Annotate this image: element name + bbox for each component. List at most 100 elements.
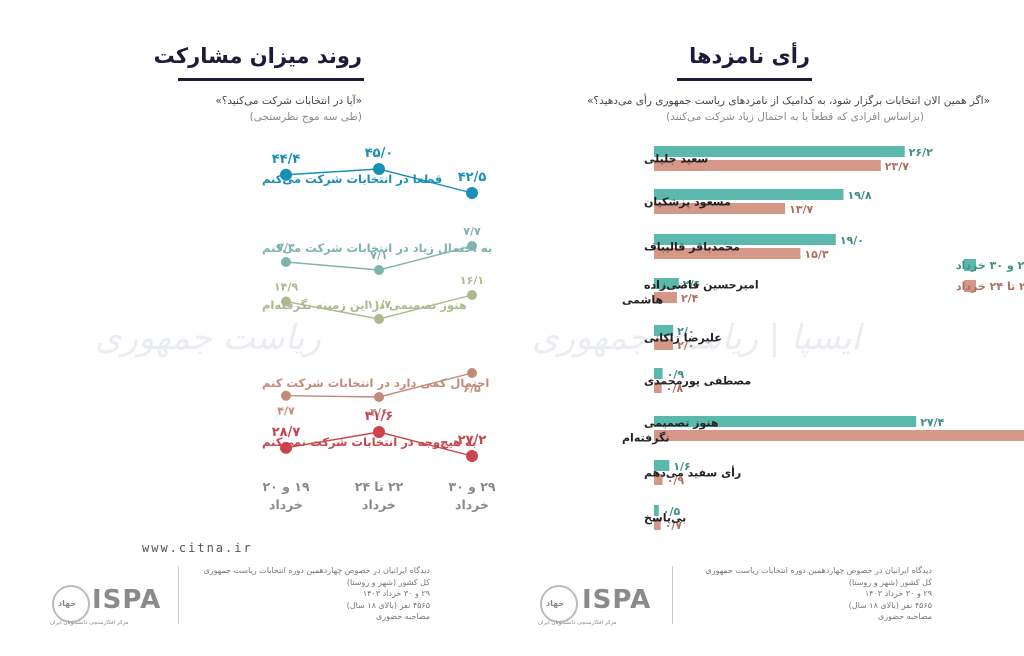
legend-swatch [964,280,976,292]
footer-line: ۲۹ و ۳۰ خرداد ۱۴۰۳ [362,589,430,598]
category-label: علیرضا زاکانی [644,332,722,345]
footer-divider [178,566,179,624]
footer-line: ۴۵۶۵ نفر (بالای ۱۸ سال) [848,600,932,610]
bar [654,368,663,379]
bar-value-label: ۲/۴ [681,292,699,305]
footer-line: دیدگاه ایرانیان در خصوص چهاردهمین دوره ا… [203,566,430,575]
bar [654,339,674,350]
bar [654,278,679,289]
data-label: ۱۶/۱ [460,274,484,287]
series-label: به هیچ‌وجه در انتخابات شرکت نمی‌کنم [262,435,476,450]
vote-title: رأی نامزدها [689,44,810,68]
category-label: هنوز تصمیمی نگرفته‌ام [622,417,719,445]
footer-line: ۴۵۶۵ نفر (بالای ۱۸ سال) [346,600,430,610]
participation-panel: ریاست جمهوری روند میزان مشارکت «آیا در ا… [50,44,496,626]
data-label: ۲۸/۷ [272,425,301,440]
bar [654,460,670,471]
bar [654,292,677,303]
bar [654,416,917,427]
right-watermark: ایسپا | ریاست جمهوری [532,318,861,358]
bar-value-label: ۰/۷ [665,519,683,532]
bar [654,248,801,259]
data-point [373,426,385,438]
bar-value-label: ۲/۰ [677,339,694,352]
series-label: قطعا در انتخابات شرکت می‌کنم [262,172,442,186]
bar-value-label: ۲/۶ [683,278,700,291]
data-label: ۷/۷ [463,225,481,238]
data-point [373,163,385,175]
data-point [280,441,292,454]
data-point [281,390,291,401]
jahad-seal-icon [52,585,90,623]
data-point [374,314,384,324]
x-tick-label: ۲۲ تا ۲۴ خرداد [355,479,404,512]
data-point [281,296,291,307]
bar [654,189,844,200]
data-label: ۲۷/۲ [458,433,487,448]
category-label: مسعود پزشکیان [644,196,731,209]
title-underline [677,78,812,81]
left-watermark: ریاست جمهوری [95,318,321,358]
title-underline [178,78,364,81]
data-label: ۷/۳ [277,241,295,254]
bar-value-label: ۲۷/۴ [920,416,944,429]
data-point [374,392,384,402]
footer-line: کل کشور (شهر و روستا) [848,577,932,587]
x-tick-label: ۱۹ و ۲۰ خرداد [262,479,309,512]
seal-text: جهاد [546,599,565,608]
bar-value-label: ۰/۹ [667,368,685,381]
footer-line: ۲۹ و ۳۰ خرداد ۱۴۰۳ [864,589,932,598]
ispa-logo: ISPA [92,585,162,615]
participation-question: «آیا در انتخابات شرکت می‌کنید؟» [215,95,362,107]
ispa-logo: ISPA [582,585,652,615]
participation-note: (طی سه موج نظرسنجی) [249,111,362,123]
series-label: هنوز تصمیمی در این زمینه نگرفته‌ام [262,298,467,313]
bar [654,519,661,530]
left-footer: دیدگاه ایرانیان در خصوص چهاردهمین دوره ا… [170,565,430,623]
participation-line-chart: ۴۴/۴ ۴۵/۰ ۴۲/۵ قطعا در انتخابات شرکت می‌کنم… [262,146,496,512]
data-label: ۷/۱ [370,249,387,262]
data-point [374,265,384,275]
bar-value-label: ۱۹/۸ [847,189,871,202]
bar-value-label: ۲۳/۷ [885,160,909,173]
legend-swatch [964,259,976,271]
vote-note: (براساس افرادی که قطعاً یا به احتمال زیا… [666,111,924,123]
footer-line: مصاحبه حضوری [376,612,430,621]
data-point [466,187,478,199]
bar [654,505,659,516]
category-label: امیرحسین قاضی‌زاده هاشمی [622,279,759,307]
jahad-seal-icon [540,585,578,623]
data-label: ۴۴/۴ [272,152,301,167]
legend-label: ۲۲ تا ۲۴ خرداد [956,280,1024,293]
footer-divider [672,566,673,624]
bar [654,325,674,336]
vote-question: «اگر همین الان انتخابات برگزار شود، به ک… [587,95,990,107]
category-label: مصطفی پورمحمدی [644,375,751,388]
data-point [467,368,477,378]
bar [654,203,786,214]
data-point [281,257,291,267]
footer-line: مصاحبه حضوری [878,612,932,621]
seal-text: جهاد [58,599,77,608]
website-url: www.citna.ir [142,541,253,555]
bar-value-label: ۱۹/۰ [840,234,864,247]
data-label: ۱۱/۷ [367,298,391,311]
data-point [280,168,292,181]
org-text: مرکز افکارسنجی دانشجویان ایران [50,620,129,626]
candidate-vote-panel: ایسپا | ریاست جمهوری رأی نامزدها «اگر هم… [512,0,1024,656]
org-text: مرکز افکارسنجی دانشجویان ایران [538,620,617,626]
series-label: احتمال کمی دارد در انتخابات شرکت کنم [262,376,489,390]
bar-value-label: ۲۶/۲ [909,146,933,159]
data-point [467,241,477,251]
bar-value-label: ۰/۹ [667,474,685,487]
right-footer: دیدگاه ایرانیان در خصوص چهاردهمین دوره ا… [672,565,932,623]
series-label: به احتمال زیاد در انتخابات شرکت می‌کنم [262,241,492,255]
bar [654,146,905,157]
bar-value-label: ۲/۰ [677,325,694,338]
data-label: ۱۴/۹ [274,281,298,294]
bar [654,234,836,245]
participation-title: روند میزان مشارکت [153,44,362,68]
bar-value-label: ۰/۵ [663,505,681,518]
data-point [466,450,478,462]
candidate-bar-chart: ۲۶/۲۲۳/۷ سعید جلیلی ۱۹/۸ ۱۳/۷ مسعود پزشکیان ۱… [622,146,1024,532]
